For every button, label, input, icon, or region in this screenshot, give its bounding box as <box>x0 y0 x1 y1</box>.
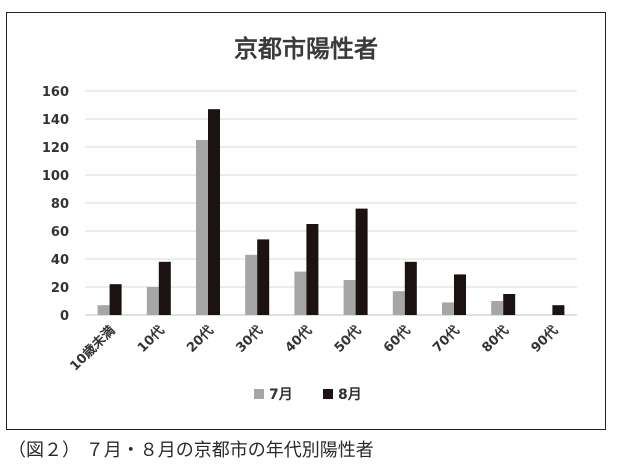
bar-7月-80代 <box>491 301 504 315</box>
bar-8月-30代 <box>257 239 270 315</box>
bar-7月-20代 <box>196 140 208 315</box>
figure-caption: （図２） ７月・８月の京都市の年代別陽性者 <box>8 440 374 461</box>
chart-title: 京都市陽性者 <box>234 35 378 63</box>
x-tick-label: 30代 <box>233 323 266 356</box>
bar-8月-20代 <box>208 109 220 315</box>
bar-8月-50代 <box>355 208 368 315</box>
bar-7月-40代 <box>294 271 307 315</box>
legend-swatch-7月 <box>254 389 264 399</box>
bar-7月-50代 <box>343 280 356 315</box>
x-tick-label: 10代 <box>134 323 167 356</box>
x-axis: 10歳未満 10代 20代 30代 40代 50代 60代 70代 80代 90代 <box>67 323 561 375</box>
bar-8月-10歳未満 <box>109 284 122 315</box>
x-tick-label: 40代 <box>282 323 315 356</box>
y-tick-label: 0 <box>60 309 69 324</box>
y-tick-label: 40 <box>51 253 69 268</box>
y-tick-label: 160 <box>42 85 69 100</box>
y-tick-label: 20 <box>51 281 69 296</box>
x-tick-label: 10歳未満 <box>67 323 119 375</box>
bar-8月-80代 <box>503 294 516 315</box>
legend-swatch-8月 <box>323 389 333 399</box>
x-tick-label: 70代 <box>430 323 463 356</box>
bar-8月-40代 <box>306 224 319 315</box>
legend-label-7月: 7月 <box>269 387 293 403</box>
bar-8月-10代 <box>158 261 171 315</box>
y-tick-label: 140 <box>42 113 69 128</box>
bar-chart: 京都市陽性者 0 20 40 60 80 100 120 140 160 10歳未満 10代 20代… <box>42 35 577 403</box>
bar-7月-10歳未満 <box>97 305 110 315</box>
bar-8月-70代 <box>454 274 466 315</box>
y-tick-label: 80 <box>51 197 69 212</box>
bar-7月-60代 <box>392 291 405 315</box>
legend-label-8月: 8月 <box>338 387 362 403</box>
bars <box>97 109 565 315</box>
bar-8月-60代 <box>404 261 417 315</box>
bar-7月-30代 <box>245 254 258 315</box>
bar-7月-10代 <box>146 287 159 315</box>
y-tick-label: 60 <box>51 225 69 240</box>
x-tick-label: 80代 <box>479 323 512 356</box>
bar-7月-70代 <box>442 302 454 315</box>
x-tick-label: 50代 <box>331 323 364 356</box>
legend: 7月 8月 <box>254 387 362 403</box>
chart-frame: 京都市陽性者 0 20 40 60 80 100 120 140 160 10歳未満 10代 20代… <box>6 12 606 430</box>
y-axis: 0 20 40 60 80 100 120 140 160 <box>42 85 69 324</box>
bar-8月-90代 <box>552 305 565 315</box>
y-tick-label: 100 <box>42 169 69 184</box>
x-tick-label: 20代 <box>184 323 217 356</box>
y-tick-label: 120 <box>42 141 69 156</box>
x-tick-label: 90代 <box>528 323 561 356</box>
x-tick-label: 60代 <box>380 323 413 356</box>
